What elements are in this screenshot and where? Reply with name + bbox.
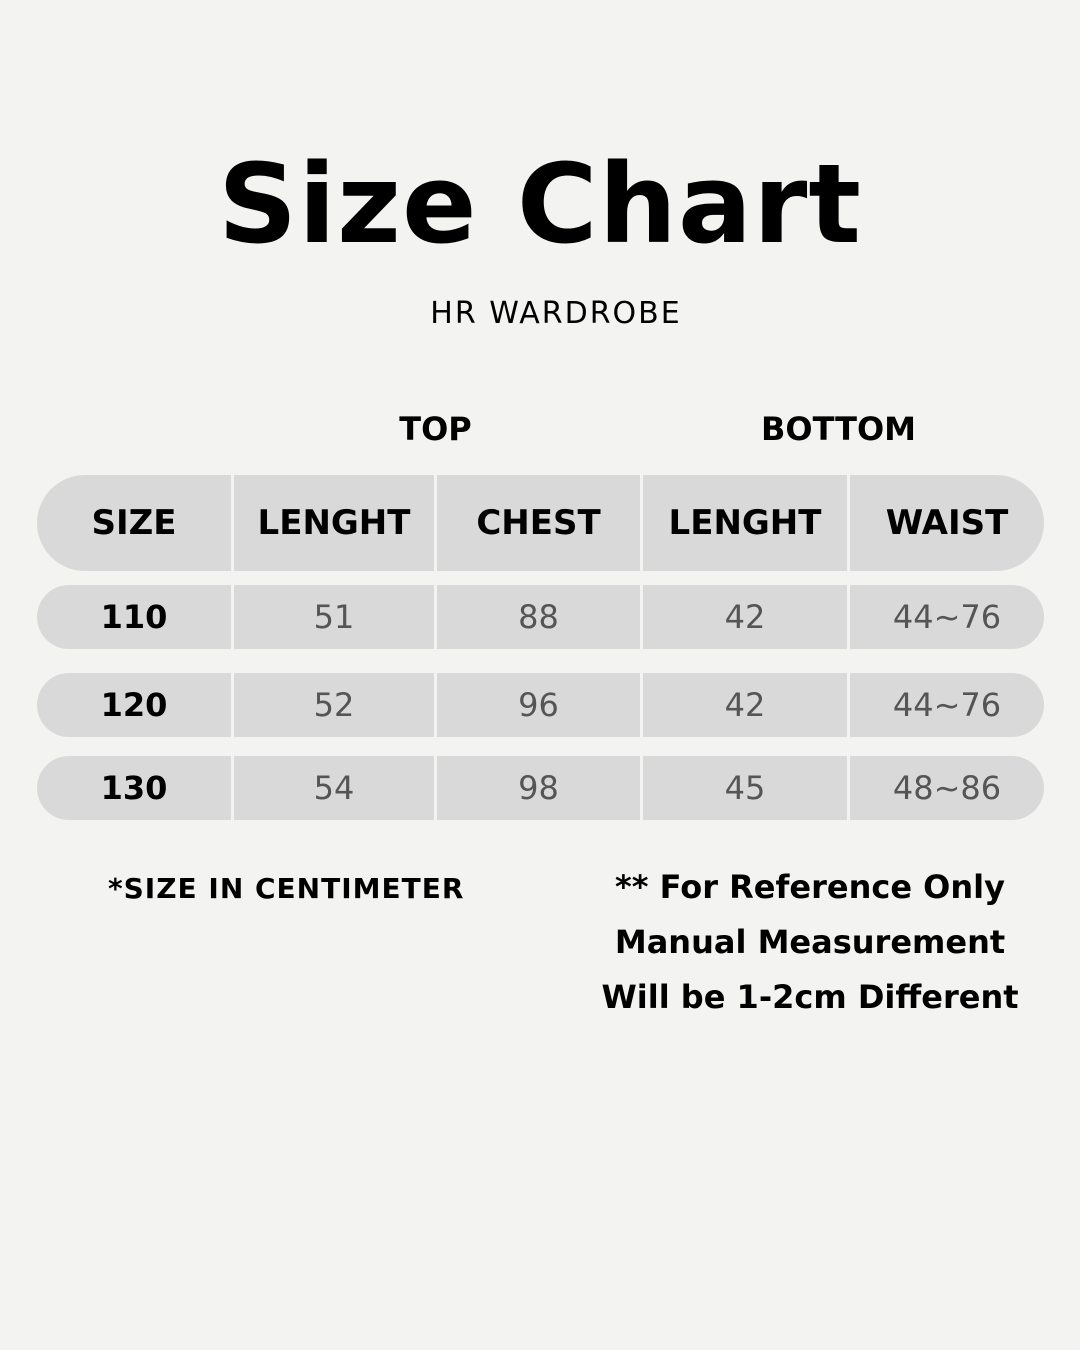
column-header-bottom-length: LENGHT [643, 475, 850, 571]
column-header-chest: CHEST [437, 475, 643, 571]
column-header-waist: WAIST [885, 503, 1009, 543]
cell-bottom-length: 42 [643, 673, 850, 737]
cell-bottom-length: 45 [643, 756, 850, 820]
note-line: ** For Reference Only [615, 868, 1005, 906]
cell-top-length: 54 [234, 756, 437, 820]
cell-size: 130 [37, 756, 234, 820]
cell-chest: 96 [437, 673, 643, 737]
note-line: Manual Measurement [614, 923, 1006, 961]
reference-notes: ** For Reference Only Manual Measurement… [590, 860, 1030, 1025]
unit-note: *SIZE IN CENTIMETER [108, 872, 465, 905]
table-row: 130 54 98 45 48~86 [37, 756, 1044, 820]
cell-size: 120 [37, 673, 234, 737]
column-header-top-length: LENGHT [234, 475, 437, 571]
cell-top-length: 52 [234, 673, 437, 737]
cell-waist: 48~86 [892, 769, 1002, 807]
group-label-top: TOP [399, 410, 472, 448]
cell-waist: 44~76 [892, 598, 1002, 636]
cell-top-length: 51 [234, 585, 437, 649]
cell-waist: 44~76 [892, 686, 1002, 724]
cell-size: 110 [37, 585, 234, 649]
cell-chest: 88 [437, 585, 643, 649]
note-line: Will be 1-2cm Different [601, 978, 1019, 1016]
group-label-bottom: BOTTOM [760, 410, 917, 448]
page-title: Size Chart [218, 140, 862, 268]
cell-chest: 98 [437, 756, 643, 820]
cell-bottom-length: 42 [643, 585, 850, 649]
table-header-row: SIZE LENGHT CHEST LENGHT WAIST [37, 475, 1044, 571]
brand-subtitle: HR WARDROBE [430, 296, 682, 331]
table-row: 120 52 96 42 44~76 [37, 673, 1044, 737]
column-header-size: SIZE [37, 475, 234, 571]
table-row: 110 51 88 42 44~76 [37, 585, 1044, 649]
